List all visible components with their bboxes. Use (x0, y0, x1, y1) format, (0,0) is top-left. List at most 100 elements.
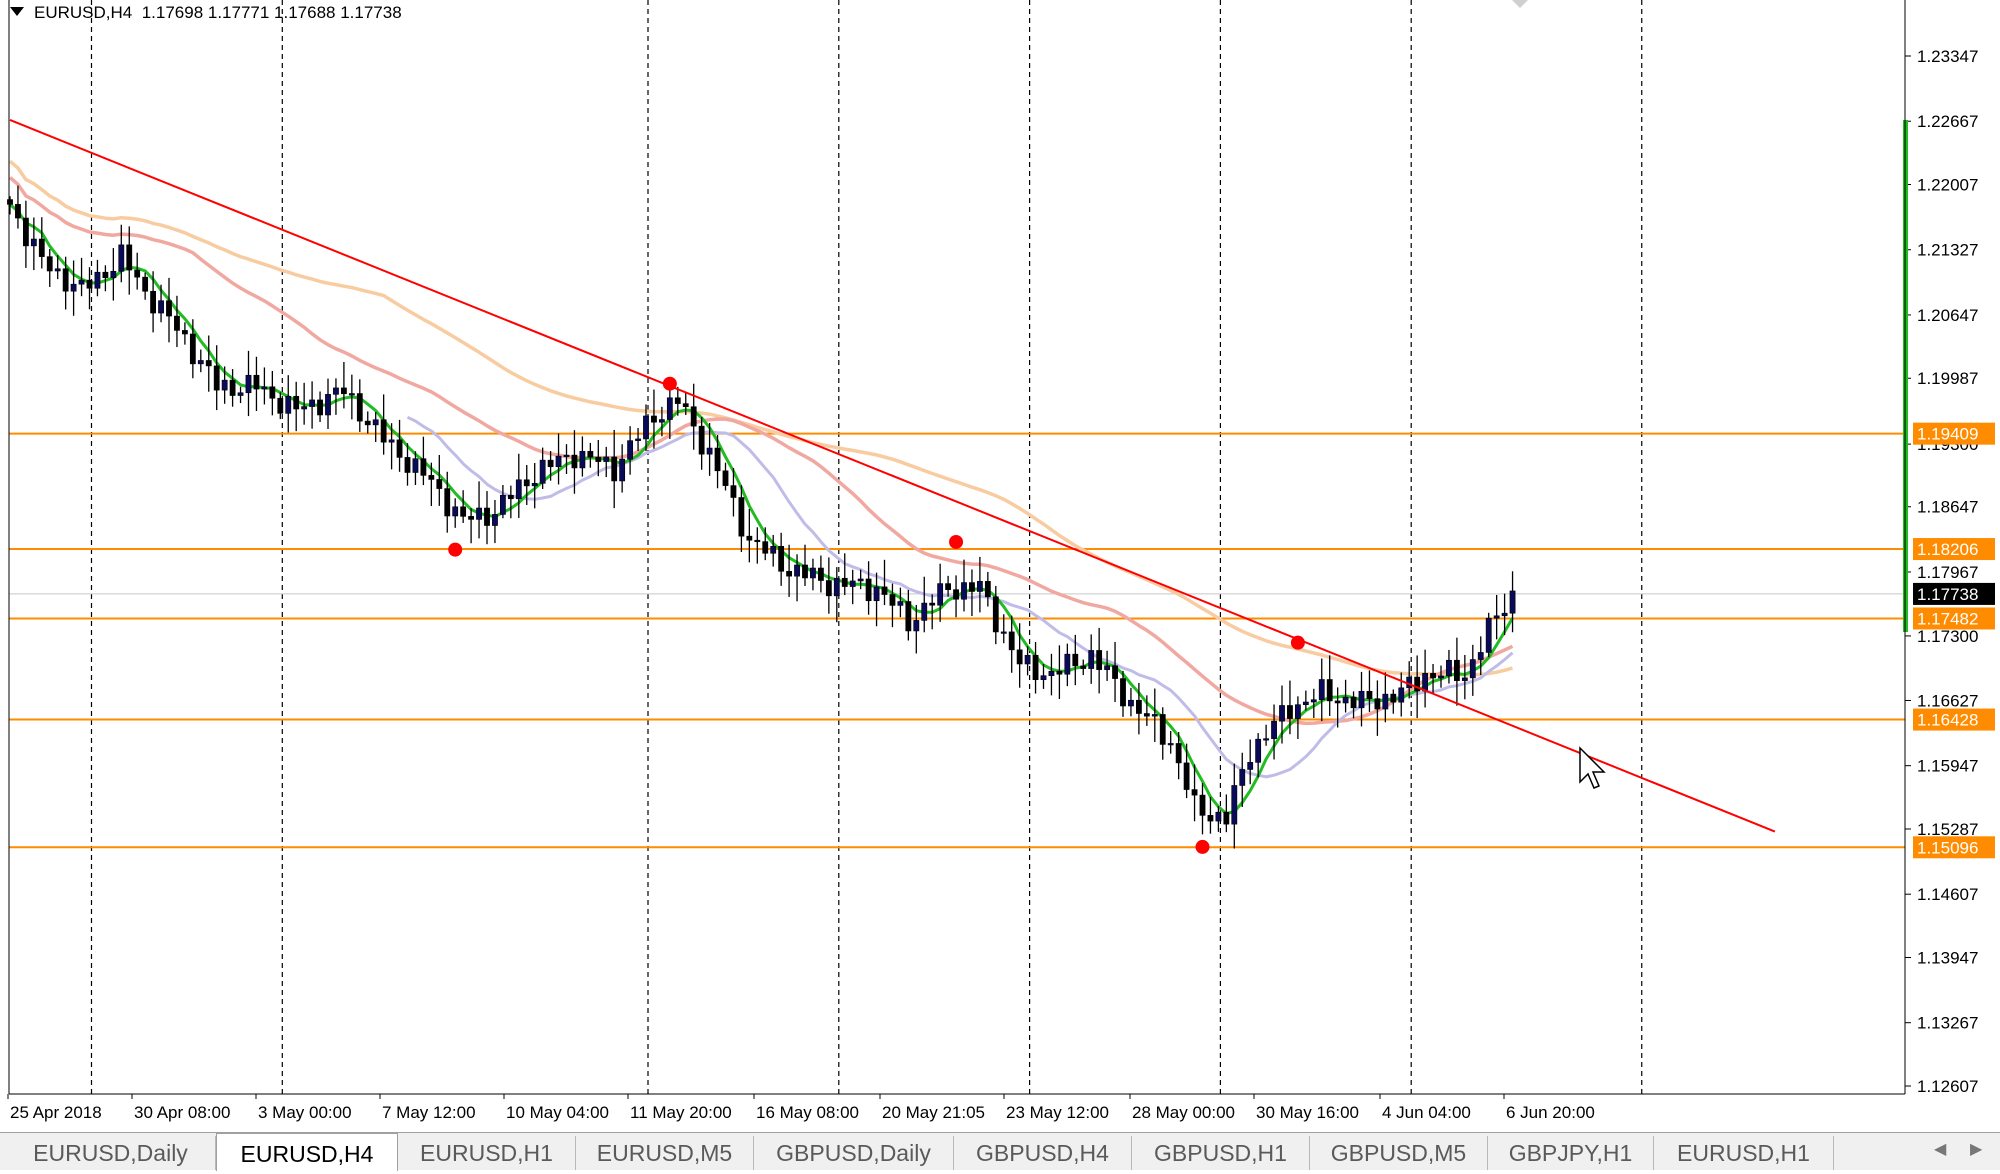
candle-body (1438, 675, 1444, 679)
level-price-label-bg (1913, 708, 1995, 731)
candle-body (794, 564, 800, 577)
candle-body (1167, 743, 1174, 746)
candle-body (1159, 714, 1166, 745)
candle-body (722, 470, 729, 486)
chart-tab[interactable]: EURUSD,M5 (576, 1136, 754, 1170)
level-price-label: 1.19409 (1917, 425, 1978, 444)
candle-body (976, 581, 983, 592)
price-tick-label: 1.21327 (1917, 241, 1978, 260)
candle-body (627, 440, 633, 460)
chart-tab[interactable]: EURUSD,H4 (216, 1133, 398, 1171)
candle-body (86, 279, 93, 289)
candle-body (15, 204, 21, 219)
level-price-label-bg (1913, 422, 1995, 445)
candle-body (1112, 665, 1118, 679)
candle-body (1008, 631, 1015, 651)
candle-body (189, 333, 196, 365)
level-price-label-bg (1913, 538, 1995, 561)
candle-body (213, 365, 220, 391)
chart-tab[interactable]: EURUSD,Daily (6, 1136, 216, 1170)
candle-body (603, 456, 610, 462)
tab-scroll-left-icon[interactable]: ◀ (1934, 1141, 1947, 1158)
candle-body (1430, 673, 1436, 679)
candle-body (412, 458, 419, 473)
candle-body (1310, 699, 1317, 703)
candle-body (762, 541, 769, 554)
candle-body (1382, 693, 1389, 710)
candle-body (1469, 659, 1476, 679)
candle-body (754, 539, 761, 543)
time-tick-label: 16 May 08:00 (756, 1103, 859, 1122)
candle-body (1398, 687, 1405, 703)
candle-body (277, 397, 284, 414)
time-tick-label: 30 May 16:00 (1256, 1103, 1359, 1122)
price-tick-label: 1.16627 (1917, 691, 1978, 710)
candle-body (301, 406, 308, 410)
candle-body (587, 451, 594, 458)
candle-body (992, 596, 999, 633)
candle-body (619, 458, 626, 482)
chart-tab[interactable]: GBPUSD,Daily (754, 1136, 954, 1170)
level-price-label: 1.15096 (1917, 838, 1978, 857)
candle-body (1088, 650, 1095, 669)
candle-body (746, 535, 753, 541)
price-tick-label: 1.20647 (1917, 306, 1978, 325)
chart-window[interactable]: 1.23347 1.22667 1.22007 1.21327 1.20647 1.199… (0, 0, 2000, 1132)
chart-tab[interactable]: GBPUSD,M5 (1310, 1136, 1488, 1170)
candle-body (690, 406, 697, 427)
tab-scroll-right-icon[interactable]: ▶ (1970, 1141, 1983, 1158)
candle-body (643, 415, 649, 440)
candle-body (555, 455, 562, 468)
chart-tab[interactable]: GBPUSD,H4 (954, 1136, 1132, 1170)
pivot-dot (949, 534, 964, 549)
candle-body (1064, 653, 1071, 675)
candle-body (547, 459, 554, 468)
collapse-triangle-icon[interactable] (10, 7, 24, 16)
candle-body (658, 419, 665, 423)
price-tick-label: 1.23347 (1917, 47, 1978, 66)
level-price-label: 1.17482 (1917, 609, 1978, 628)
candle-body (1350, 696, 1357, 709)
candle-body (1104, 665, 1110, 670)
candle-body (1096, 650, 1103, 670)
candle-body (1366, 690, 1373, 699)
candle-body (452, 506, 459, 517)
candle-body (674, 397, 681, 404)
chart-tab[interactable]: EURUSD,H1 (398, 1136, 576, 1170)
chart-tab[interactable]: GBPJPY,H1 (1488, 1136, 1654, 1170)
candle-body (611, 456, 618, 482)
candle-body (1271, 720, 1277, 739)
candle-body (1414, 676, 1421, 692)
candle-body (651, 415, 657, 423)
candle-body (1454, 659, 1460, 681)
candle-body (1223, 811, 1230, 825)
candle-body (38, 238, 45, 257)
candle-body (523, 479, 530, 487)
chart-tab[interactable]: EURUSD,H1 (1654, 1136, 1834, 1170)
level-price-label: 1.18206 (1917, 540, 1978, 559)
price-tick-label: 1.22007 (1917, 176, 1978, 195)
candle-body (174, 315, 180, 331)
candle-body (428, 475, 435, 480)
candle-body (1318, 679, 1325, 701)
time-tick-label: 25 Apr 2018 (10, 1103, 102, 1122)
candle-body (929, 602, 936, 606)
candle-body (1120, 678, 1126, 707)
candle-body (293, 395, 300, 410)
candle-body (937, 583, 944, 606)
candle-body (1207, 815, 1214, 822)
candle-body (134, 269, 141, 278)
candle-body (372, 419, 379, 426)
candle-body (1263, 738, 1269, 741)
chart-tab[interactable]: GBPUSD,H1 (1132, 1136, 1310, 1170)
candle-body (1446, 659, 1452, 677)
trendline[interactable] (9, 119, 1776, 833)
candle-body (309, 399, 315, 407)
candle-body (1485, 617, 1492, 653)
candle-body (460, 506, 467, 517)
price-tick-label: 1.19987 (1917, 369, 1978, 388)
candle-body (1199, 794, 1206, 816)
candle-body (205, 360, 212, 367)
chart-canvas[interactable]: 1.23347 1.22667 1.22007 1.21327 1.20647 1.199… (0, 0, 2000, 1132)
candle-body (841, 577, 848, 587)
